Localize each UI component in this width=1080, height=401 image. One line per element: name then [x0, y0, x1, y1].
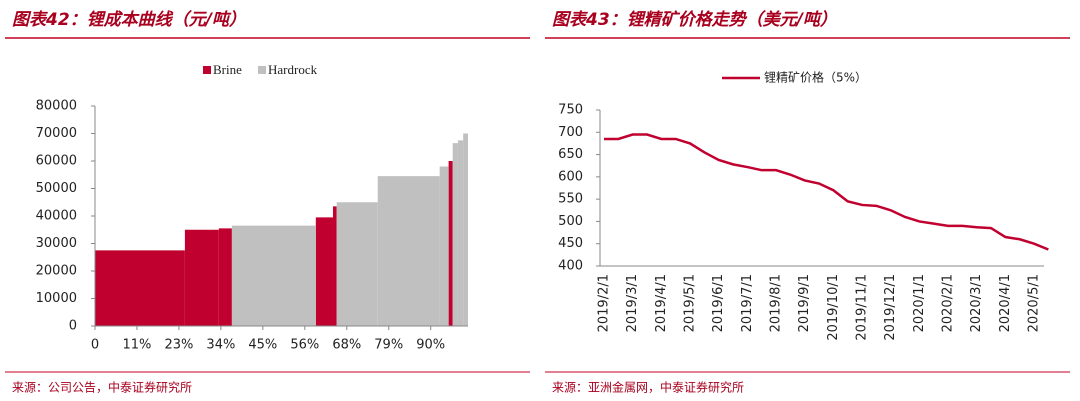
- x-tick-label: 2019/8/1: [769, 274, 784, 332]
- x-tick-label: 2019/2/1: [597, 274, 612, 332]
- bar: [439, 166, 449, 326]
- x-tick-label: 2020/3/1: [969, 274, 984, 332]
- y-tick-label: 750: [558, 103, 583, 118]
- bar: [452, 143, 458, 326]
- y-tick-label: 650: [558, 147, 583, 162]
- y-tick-label: 10000: [36, 291, 77, 306]
- bar: [332, 206, 337, 326]
- y-tick-label: 80000: [36, 99, 77, 114]
- bar: [448, 161, 453, 326]
- price-line: [604, 133, 1049, 251]
- legend-swatch: [258, 66, 266, 74]
- legend-label: 锂精矿价格（5%）: [764, 70, 867, 85]
- x-tick-label: 0: [91, 338, 99, 353]
- panel-title: 图表42：锂成本曲线（元/吨）: [12, 10, 246, 30]
- legend-swatch: [203, 66, 211, 74]
- y-tick-label: 600: [558, 169, 583, 184]
- y-tick-label: 550: [558, 192, 583, 207]
- legend-label: Hardrock: [268, 62, 318, 77]
- y-tick-label: 450: [558, 236, 583, 251]
- bar: [218, 228, 232, 326]
- source: 来源：公司公告，中泰证券研究所: [12, 380, 192, 395]
- bar: [184, 229, 219, 326]
- x-tick-label: 2019/6/1: [711, 274, 726, 332]
- y-tick-label: 20000: [36, 264, 77, 279]
- bar: [457, 140, 464, 326]
- y-tick-label: 700: [558, 125, 583, 140]
- x-tick-label: 2019/7/1: [740, 274, 755, 332]
- x-tick-label: 79%: [374, 338, 403, 353]
- x-tick-label: 2019/5/1: [683, 274, 698, 332]
- x-tick-label: 2019/10/1: [826, 274, 841, 341]
- x-tick-label: 2019/4/1: [654, 274, 669, 332]
- y-tick-label: 70000: [36, 126, 77, 141]
- x-tick-label: 2019/3/1: [625, 274, 640, 332]
- legend-label: Brine: [213, 62, 242, 77]
- bar: [95, 250, 185, 326]
- x-tick-label: 34%: [206, 338, 235, 353]
- y-tick-label: 40000: [36, 209, 77, 224]
- y-tick-label: 400: [558, 259, 583, 274]
- x-tick-label: 90%: [416, 338, 445, 353]
- x-tick-label: 2020/2/1: [941, 274, 956, 332]
- panel-title: 图表43：锂精矿价格走势（美元/吨）: [552, 10, 837, 30]
- y-tick-label: 50000: [36, 181, 77, 196]
- y-tick-label: 500: [558, 214, 583, 229]
- x-tick-label: 11%: [123, 338, 152, 353]
- x-tick-label: 2019/11/1: [855, 274, 870, 341]
- x-tick-label: 56%: [290, 338, 319, 353]
- x-tick-label: 45%: [248, 338, 277, 353]
- x-tick-label: 2020/4/1: [998, 274, 1013, 332]
- y-tick-label: 30000: [36, 236, 77, 251]
- bar: [336, 202, 378, 326]
- bar: [231, 225, 316, 326]
- x-tick-label: 2020/1/1: [912, 274, 927, 332]
- x-tick-label: 2019/9/1: [797, 274, 812, 332]
- y-tick-label: 60000: [36, 154, 77, 169]
- bar: [463, 133, 468, 326]
- x-tick-label: 2019/12/1: [883, 274, 898, 341]
- x-tick-label: 2020/5/1: [1027, 274, 1042, 332]
- bar: [377, 176, 440, 326]
- bar: [315, 217, 333, 326]
- y-tick-label: 0: [69, 319, 77, 334]
- source: 来源：亚洲金属网，中泰证券研究所: [552, 380, 744, 395]
- x-tick-label: 68%: [332, 338, 361, 353]
- x-tick-label: 23%: [164, 338, 193, 353]
